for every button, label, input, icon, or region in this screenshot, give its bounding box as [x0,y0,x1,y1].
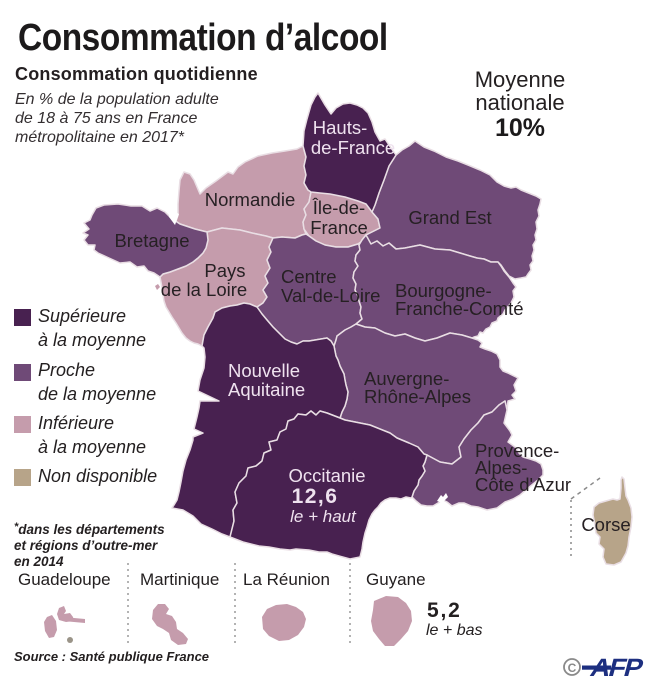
svg-text:de la Loire: de la Loire [161,279,247,300]
svg-text:Bretagne: Bretagne [114,230,189,251]
svg-text:C: C [568,661,577,675]
svg-text:Grand Est: Grand Est [408,207,491,228]
svg-text:de-France: de-France [311,137,395,158]
svg-text:Île-de-: Île-de- [312,197,365,218]
svg-text:Occitanie: Occitanie [288,465,365,486]
svg-text:Hauts-: Hauts- [313,117,368,138]
svg-text:Normandie: Normandie [205,189,296,210]
svg-text:France: France [310,217,368,238]
svg-text:Nouvelle: Nouvelle [228,360,300,381]
svg-text:12,6: 12,6 [292,485,339,508]
svg-text:Aquitaine: Aquitaine [228,379,305,400]
svg-text:Franche-Comté: Franche-Comté [395,298,524,319]
svg-text:Auvergne-: Auvergne- [364,368,449,389]
svg-text:Rhône-Alpes: Rhône-Alpes [364,386,471,407]
svg-text:Côte d'Azur: Côte d'Azur [475,474,571,495]
svg-text:Corse: Corse [581,514,630,535]
svg-text:Centre: Centre [281,266,337,287]
svg-text:le + haut: le + haut [290,507,357,526]
svg-text:Alpes-: Alpes- [475,457,527,478]
svg-text:Val-de-Loire: Val-de-Loire [281,285,380,306]
svg-text:Pays: Pays [204,260,245,281]
svg-text:Bourgogne-: Bourgogne- [395,280,492,301]
svg-text:Provence-: Provence- [475,440,559,461]
